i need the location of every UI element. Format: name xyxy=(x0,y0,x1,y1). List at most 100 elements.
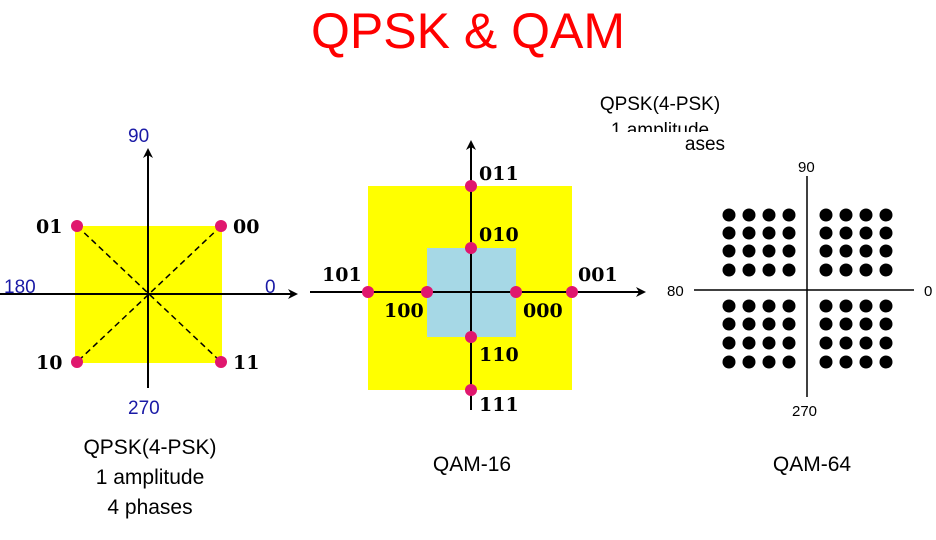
qam64-point xyxy=(839,299,853,313)
qpsk-label-10: 10 xyxy=(36,352,62,374)
qam64-angle-0: 0 xyxy=(924,283,932,300)
qam64-point xyxy=(839,317,853,331)
qam64-point xyxy=(879,263,893,277)
qam64-point xyxy=(819,317,833,331)
qam64-point xyxy=(859,299,873,313)
overlay-line-3: ases xyxy=(684,134,726,155)
qam64-point xyxy=(879,208,893,222)
qam64-point xyxy=(722,208,736,222)
qpsk-label-11: 11 xyxy=(233,352,259,374)
qam64-point xyxy=(782,355,796,369)
qam16-label-001: 001 xyxy=(578,264,618,286)
qam64-point xyxy=(742,263,756,277)
qam64-points xyxy=(722,208,893,369)
overlay-line-2: 1 amplitude xyxy=(610,120,710,132)
qam64-point xyxy=(762,208,776,222)
qam64-caption: QAM-64 xyxy=(772,453,852,476)
qam16-label-000: 000 xyxy=(523,300,563,322)
qam64-point xyxy=(762,355,776,369)
qam64-point xyxy=(782,244,796,258)
qam64-point xyxy=(722,299,736,313)
qam64-point xyxy=(879,226,893,240)
qam64-point xyxy=(839,244,853,258)
qam16-point-101 xyxy=(362,286,374,298)
qam64-point xyxy=(879,336,893,350)
page-title: QPSK & QAM xyxy=(311,3,625,59)
qam64-point xyxy=(722,317,736,331)
qam16-label-111: 111 xyxy=(479,394,519,416)
qam64-point xyxy=(819,299,833,313)
qam64-point xyxy=(742,317,756,331)
qam64-point xyxy=(859,336,873,350)
qam64-point xyxy=(819,263,833,277)
qam64-point xyxy=(839,263,853,277)
qam64-point xyxy=(722,336,736,350)
qam64-point xyxy=(742,299,756,313)
qpsk-point-10 xyxy=(71,356,83,368)
qam64-point xyxy=(782,263,796,277)
qpsk-caption-line-3: 4 phases xyxy=(107,496,193,519)
qam64-point xyxy=(762,226,776,240)
qam64-angle-80: 80 xyxy=(667,283,684,300)
qam16-point-010 xyxy=(465,242,477,254)
qam64-point xyxy=(819,355,833,369)
qam64-point xyxy=(879,355,893,369)
qam16-label-011: 011 xyxy=(479,163,519,185)
qpsk-point-00 xyxy=(215,220,227,232)
qam16-point-110 xyxy=(465,331,477,343)
qpsk-angle-90: 90 xyxy=(128,126,149,147)
qam16-point-001 xyxy=(566,286,578,298)
qam64-point xyxy=(742,336,756,350)
overlay-text: QPSK(4-PSK) 1 amplitude ases xyxy=(560,92,760,158)
qam64-point xyxy=(839,208,853,222)
qpsk-caption-line-1: QPSK(4-PSK) xyxy=(83,436,217,459)
qam64-point xyxy=(782,336,796,350)
qam16-diagram: 011 010 101 100 000 001 110 111 xyxy=(310,140,646,416)
qam64-point xyxy=(722,263,736,277)
qam64-point xyxy=(742,226,756,240)
qam64-point xyxy=(722,244,736,258)
qam64-point xyxy=(859,208,873,222)
qam64-point xyxy=(782,317,796,331)
qam64-point xyxy=(742,244,756,258)
qpsk-point-11 xyxy=(215,356,227,368)
qpsk-label-01: 01 xyxy=(36,216,62,238)
qpsk-angle-0: 0 xyxy=(265,277,276,298)
qam64-point xyxy=(859,244,873,258)
qam64-point xyxy=(839,226,853,240)
qpsk-diagram: 01 00 10 11 90 180 0 270 xyxy=(0,126,298,419)
qam64-point xyxy=(819,208,833,222)
qam64-point xyxy=(859,263,873,277)
qam64-point xyxy=(722,226,736,240)
qam64-point xyxy=(839,355,853,369)
qpsk-diagonal-1 xyxy=(76,225,222,363)
qam64-point xyxy=(762,317,776,331)
qam64-point xyxy=(859,355,873,369)
qam64-point xyxy=(722,355,736,369)
qam16-point-111 xyxy=(465,384,477,396)
qpsk-angle-270: 270 xyxy=(128,398,160,419)
qam64-point xyxy=(762,299,776,313)
qpsk-point-01 xyxy=(71,220,83,232)
qam64-point xyxy=(839,336,853,350)
qam64-point xyxy=(819,226,833,240)
qam64-point xyxy=(879,317,893,331)
qam64-point xyxy=(742,355,756,369)
qam64-point xyxy=(859,317,873,331)
qam64-point xyxy=(819,244,833,258)
qam64-point xyxy=(859,226,873,240)
qam64-point xyxy=(782,208,796,222)
qam64-point xyxy=(762,336,776,350)
qam64-angle-90: 90 xyxy=(798,159,815,176)
qam16-point-000 xyxy=(510,286,522,298)
qam64-point xyxy=(782,299,796,313)
qam16-label-010: 010 xyxy=(479,224,519,246)
qpsk-caption: QPSK(4-PSK) 1 amplitude 4 phases xyxy=(40,433,260,523)
qam64-angle-270: 270 xyxy=(792,403,817,420)
qam16-point-100 xyxy=(421,286,433,298)
qpsk-label-00: 00 xyxy=(233,216,259,238)
qam64-point xyxy=(742,208,756,222)
qam64-point xyxy=(819,336,833,350)
qam64-point xyxy=(782,226,796,240)
qam16-label-100: 100 xyxy=(384,300,424,322)
